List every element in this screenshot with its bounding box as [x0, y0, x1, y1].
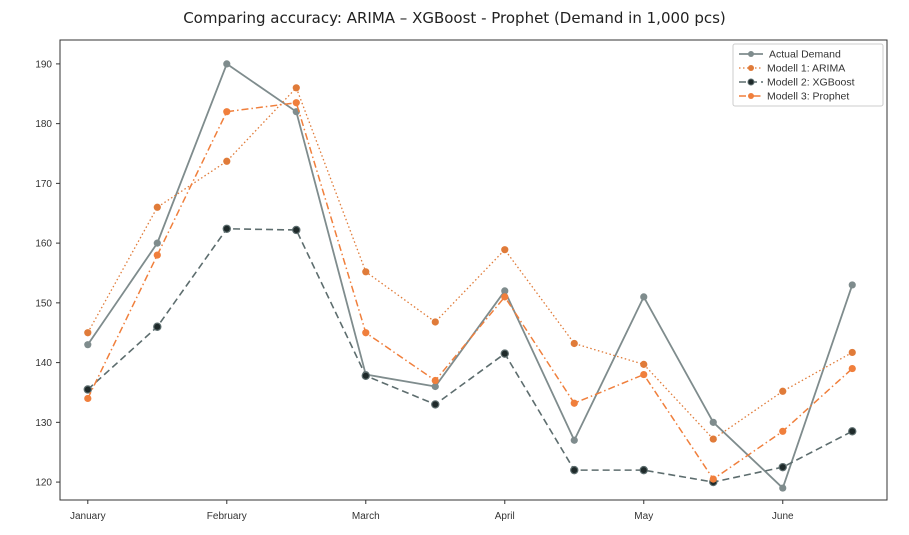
series-line-2 [87, 227, 853, 483]
data-point [779, 427, 787, 435]
plot-frame [59, 39, 888, 501]
data-point [153, 203, 161, 211]
data-point [500, 349, 509, 358]
data-point [83, 385, 92, 394]
chart-title: Comparing accuracy: ARIMA – XGBoost - Pr… [183, 9, 726, 27]
series-line-3 [87, 101, 853, 480]
data-point [292, 84, 300, 92]
data-point [292, 225, 301, 235]
legend-label: Actual Demand [769, 49, 841, 61]
data-point [709, 418, 717, 426]
y-tick-label: 170 [35, 179, 52, 190]
data-point [848, 427, 857, 436]
data-point [153, 322, 162, 331]
data-point [361, 371, 370, 380]
y-tick-label: 150 [35, 298, 52, 309]
data-point [570, 465, 579, 475]
data-point [501, 293, 509, 301]
data-point [222, 224, 231, 233]
data-point [848, 364, 856, 373]
data-point [223, 108, 231, 116]
data-point [431, 318, 439, 326]
y-tick-label: 140 [35, 358, 52, 369]
legend-swatch-marker [748, 51, 754, 57]
data-point [778, 462, 787, 472]
data-point [709, 435, 717, 443]
y-tick-label: 120 [35, 478, 52, 489]
data-point [501, 246, 509, 254]
y-tick-label: 180 [35, 119, 52, 130]
data-point [709, 475, 717, 483]
x-tick-label: January [70, 511, 106, 522]
data-point [570, 339, 578, 348]
y-tick-label: 130 [35, 418, 52, 429]
data-point [223, 60, 231, 68]
data-point [639, 465, 648, 475]
x-tick-label: March [352, 511, 380, 522]
y-tick-label: 160 [35, 239, 52, 250]
series-line-1 [87, 87, 853, 440]
data-point [362, 268, 370, 276]
series-line-0 [87, 62, 854, 489]
x-tick-label: May [634, 511, 653, 522]
legend-label: Modell 3: Prophet [767, 91, 849, 103]
legend-label: Modell 2: XGBoost [767, 77, 855, 89]
data-point [292, 99, 300, 107]
data-point [84, 329, 92, 337]
data-point [501, 287, 509, 295]
x-tick-label: February [207, 511, 247, 522]
data-point [570, 436, 578, 444]
legend-label: Modell 1: ARIMA [767, 63, 845, 75]
data-point [570, 399, 578, 407]
data-point [153, 251, 161, 259]
data-point [848, 281, 856, 289]
data-point [362, 329, 370, 337]
data-point [84, 341, 92, 349]
x-tick-label: April [495, 511, 515, 522]
legend-box [732, 43, 884, 107]
data-point [431, 400, 440, 409]
data-point [153, 239, 161, 247]
y-tick-label: 190 [35, 59, 52, 70]
data-point [779, 387, 787, 395]
data-point [223, 157, 231, 165]
data-point [84, 394, 92, 403]
legend-swatch-marker [748, 65, 754, 71]
data-point [848, 348, 856, 357]
data-point [431, 382, 439, 391]
legend-swatch-marker [748, 93, 754, 99]
data-point [640, 360, 648, 368]
data-point [779, 484, 787, 492]
data-point [640, 293, 648, 301]
legend-swatch-marker [747, 78, 755, 86]
x-tick-label: June [772, 511, 794, 522]
data-point [640, 370, 648, 379]
data-point [431, 376, 439, 385]
